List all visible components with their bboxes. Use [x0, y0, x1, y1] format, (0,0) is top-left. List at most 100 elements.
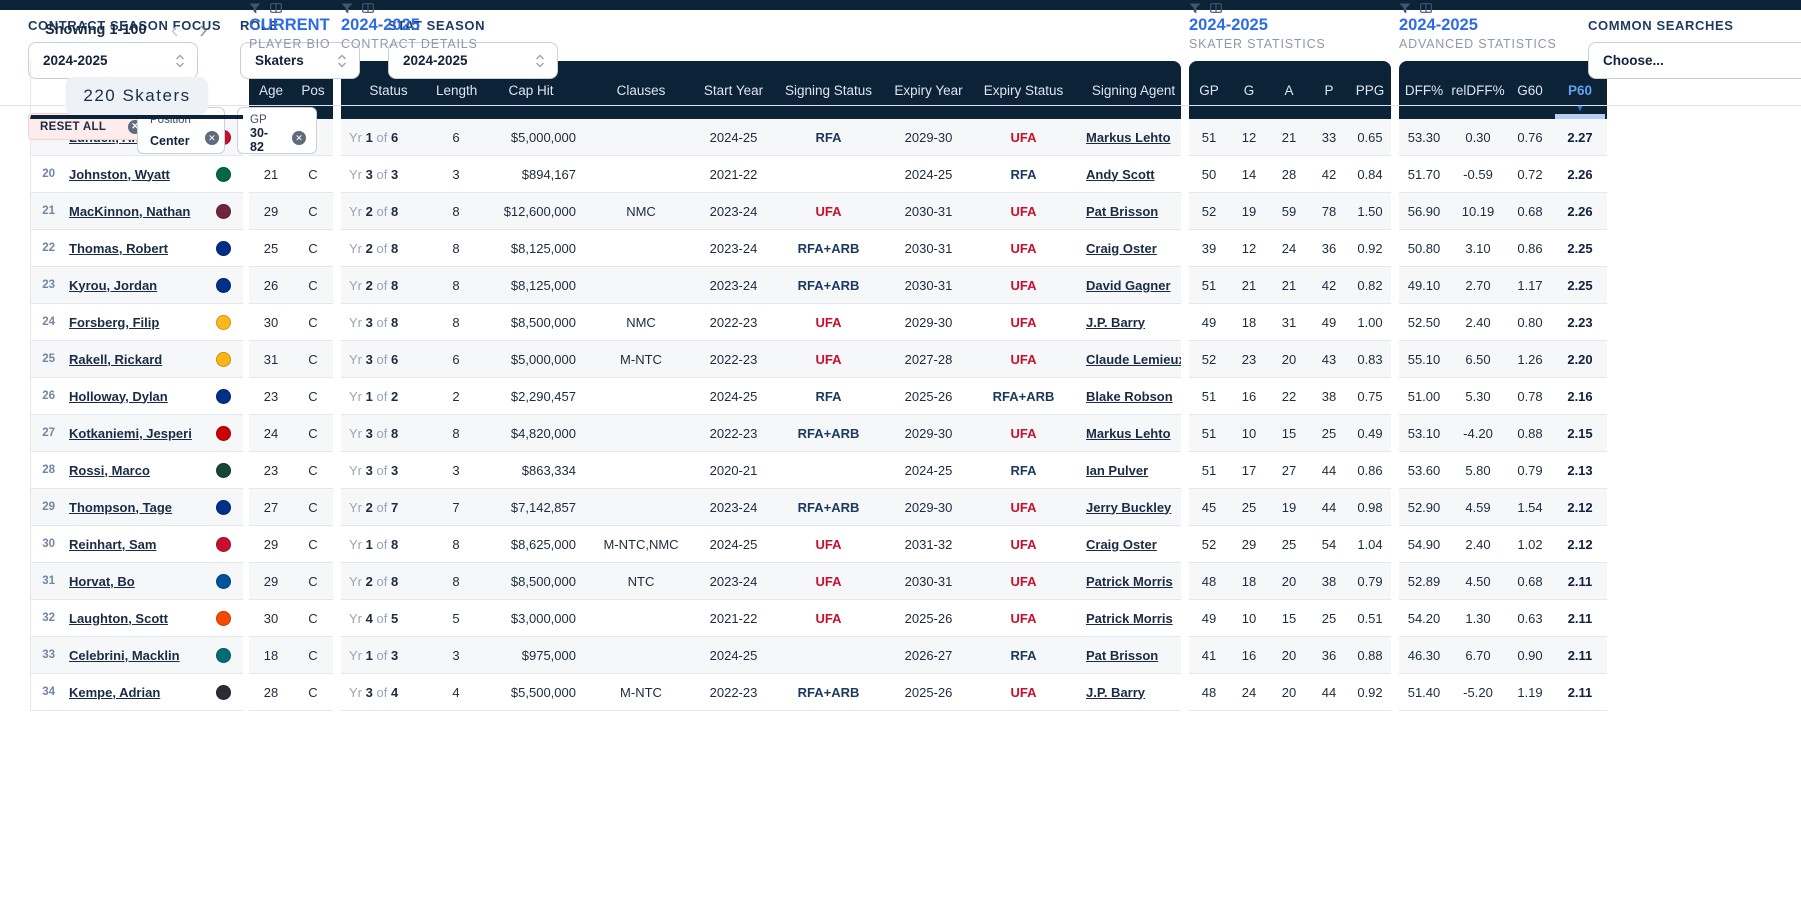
signing-agent-link[interactable]: Markus Lehto	[1086, 425, 1171, 441]
table-row: 28 Rossi, Marco 23 C Yr 3 of 3 3 $863,33…	[30, 452, 1801, 489]
player-name-link[interactable]: Forsberg, Filip	[69, 314, 160, 330]
next-page-button[interactable]	[197, 22, 210, 43]
signing-status-cell: RFA+ARB	[797, 499, 860, 515]
contract-season-select[interactable]: 2024-2025	[28, 42, 198, 79]
p-cell: 38	[1321, 388, 1337, 404]
player-name-link[interactable]: Thompson, Tage	[69, 499, 173, 515]
signing-agent-link[interactable]: J.P. Barry	[1086, 684, 1146, 700]
col-header-g[interactable]: G	[1243, 82, 1255, 98]
player-name-link[interactable]: Celebrini, Macklin	[69, 647, 180, 663]
expiry-year-cell: 2026-27	[904, 647, 953, 663]
common-searches-value: Choose...	[1603, 53, 1664, 68]
filter-icon[interactable]	[1189, 3, 1201, 14]
col-header-dff[interactable]: DFF%	[1404, 82, 1444, 98]
close-icon[interactable]: ✕	[292, 131, 306, 145]
col-header-ppg[interactable]: PPG	[1355, 82, 1385, 98]
player-name-link[interactable]: Reinhart, Sam	[69, 536, 157, 552]
player-name-link[interactable]: Horvat, Bo	[69, 573, 135, 589]
signing-agent-link[interactable]: Blake Robson	[1086, 388, 1173, 404]
team-logo-icon[interactable]	[215, 203, 231, 219]
signing-agent-link[interactable]: Ian Pulver	[1086, 462, 1149, 478]
gp-filter-chip[interactable]: GP 30-82 ✕	[237, 107, 317, 154]
group-title[interactable]: CURRENT	[249, 16, 330, 34]
contract-status-cell: Yr 2 of 7	[349, 499, 399, 515]
signing-agent-link[interactable]: Andy Scott	[1086, 166, 1155, 182]
team-logo-icon[interactable]	[215, 647, 231, 663]
col-header-length[interactable]: Length	[436, 82, 478, 98]
columns-icon[interactable]	[1420, 3, 1432, 13]
team-logo-icon[interactable]	[215, 536, 231, 552]
team-logo-icon[interactable]	[215, 610, 231, 626]
team-logo-icon[interactable]	[215, 314, 231, 330]
filter-icon[interactable]	[341, 3, 353, 14]
signing-agent-link[interactable]: Patrick Morris	[1086, 610, 1173, 626]
age-cell: 30	[263, 610, 279, 626]
a-cell: 20	[1281, 684, 1297, 700]
role-select[interactable]: Skaters	[240, 42, 360, 79]
columns-icon[interactable]	[1210, 3, 1222, 13]
team-logo-icon[interactable]	[215, 351, 231, 367]
columns-icon[interactable]	[362, 3, 374, 13]
signing-agent-link[interactable]: Markus Lehto	[1086, 129, 1171, 145]
filter-icon[interactable]	[249, 3, 261, 14]
signing-agent-link[interactable]: Pat Brisson	[1086, 203, 1159, 219]
team-logo-icon[interactable]	[215, 166, 231, 182]
player-name-link[interactable]: MacKinnon, Nathan	[69, 203, 191, 219]
player-name-link[interactable]: Kempe, Adrian	[69, 684, 161, 700]
col-header-expiry-status[interactable]: Expiry Status	[983, 82, 1064, 98]
col-header-pos[interactable]: Pos	[301, 82, 325, 98]
signing-agent-link[interactable]: J.P. Barry	[1086, 314, 1146, 330]
player-name-link[interactable]: Rakell, Rickard	[69, 351, 163, 367]
team-logo-icon[interactable]	[215, 684, 231, 700]
reldff-cell: 2.40	[1465, 314, 1491, 330]
col-header-a[interactable]: A	[1284, 82, 1294, 98]
signing-agent-link[interactable]: David Gagner	[1086, 277, 1171, 293]
col-header-g60[interactable]: G60	[1517, 82, 1543, 98]
col-header-gp[interactable]: GP	[1199, 82, 1219, 98]
group-title[interactable]: 2024-2025	[1399, 16, 1478, 34]
player-name-link[interactable]: Johnston, Wyatt	[69, 166, 170, 182]
group-title[interactable]: 2024-2025	[1189, 16, 1268, 34]
col-header-signing-status[interactable]: Signing Status	[784, 82, 873, 98]
signing-agent-link[interactable]: Jerry Buckley	[1086, 499, 1172, 515]
col-header-signing-agent[interactable]: Signing Agent	[1091, 82, 1176, 98]
signing-agent-link[interactable]: Claude Lemieux	[1086, 351, 1181, 367]
columns-icon[interactable]	[270, 3, 282, 13]
signing-agent-link[interactable]: Pat Brisson	[1086, 647, 1159, 663]
player-name-link[interactable]: Holloway, Dylan	[69, 388, 168, 404]
team-logo-icon[interactable]	[215, 462, 231, 478]
col-header-reldff[interactable]: relDFF%	[1451, 82, 1505, 98]
col-header-p[interactable]: P	[1324, 82, 1334, 98]
skaters-count-tab[interactable]: 220 Skaters	[65, 77, 209, 115]
signing-agent-link[interactable]: Patrick Morris	[1086, 573, 1173, 589]
group-title[interactable]: 2024-2025	[341, 16, 420, 34]
prev-page-button[interactable]	[168, 22, 181, 43]
signing-agent-link[interactable]: Craig Oster	[1086, 240, 1157, 256]
table-row: 20 Johnston, Wyatt 21 C Yr 3 of 3 3 $894…	[30, 156, 1801, 193]
team-logo-icon[interactable]	[215, 573, 231, 589]
player-name-link[interactable]: Thomas, Robert	[69, 240, 168, 256]
team-logo-icon[interactable]	[215, 388, 231, 404]
player-name-link[interactable]: Kyrou, Jordan	[69, 277, 158, 293]
col-header-p60-sorted[interactable]: P60 ▼	[1553, 61, 1607, 119]
col-header-start-year[interactable]: Start Year	[703, 82, 764, 98]
close-icon[interactable]: ✕	[204, 131, 219, 145]
signing-agent-link[interactable]: Craig Oster	[1086, 536, 1157, 552]
filter-icon[interactable]	[1399, 3, 1411, 14]
stat-season-select[interactable]: 2024-2025	[388, 42, 558, 79]
player-name-link[interactable]: Kotkaniemi, Jesperi	[69, 425, 192, 441]
team-logo-icon[interactable]	[215, 240, 231, 256]
col-header-age[interactable]: Age	[258, 82, 284, 98]
col-header-expiry-year[interactable]: Expiry Year	[894, 82, 963, 98]
player-name-link[interactable]: Laughton, Scott	[69, 610, 168, 626]
team-logo-icon[interactable]	[215, 277, 231, 293]
team-logo-icon[interactable]	[215, 425, 231, 441]
col-header-cap-hit[interactable]: Cap Hit	[508, 82, 554, 98]
col-header-clauses[interactable]: Clauses	[616, 82, 666, 98]
col-header-status[interactable]: Status	[369, 82, 408, 98]
team-logo-icon[interactable]	[215, 499, 231, 515]
table-row: 27 Kotkaniemi, Jesperi 24 C Yr 3 of 8 8 …	[30, 415, 1801, 452]
common-searches-select[interactable]: Choose...	[1588, 42, 1801, 79]
p-cell: 42	[1321, 277, 1337, 293]
player-name-link[interactable]: Rossi, Marco	[69, 462, 150, 478]
